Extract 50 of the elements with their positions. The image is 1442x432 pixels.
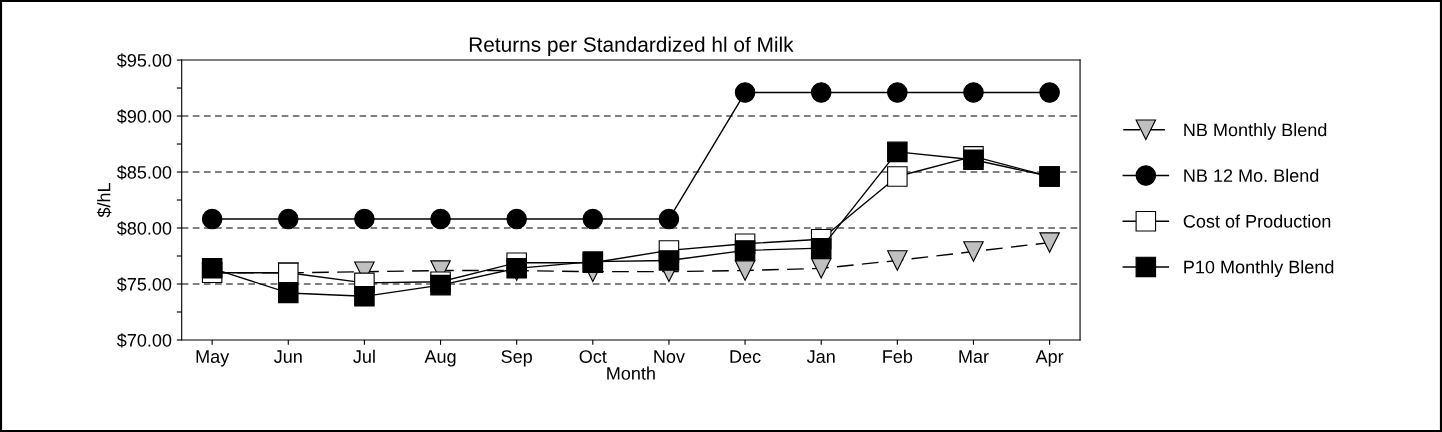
point bbox=[658, 250, 680, 271]
y-tick-label: $90.00 bbox=[116, 109, 172, 124]
x-tick-label: Sep bbox=[501, 350, 532, 367]
y-tick-label: $70.00 bbox=[116, 333, 172, 348]
x-tick-label: Dec bbox=[730, 350, 761, 363]
legend-label: P10 Monthly Blend bbox=[1184, 260, 1334, 278]
legend-label: NB Monthly Blend bbox=[1184, 123, 1327, 140]
point bbox=[963, 82, 984, 103]
point bbox=[734, 82, 756, 103]
point bbox=[201, 258, 223, 279]
point bbox=[506, 208, 527, 230]
point bbox=[201, 208, 223, 230]
point bbox=[354, 286, 375, 307]
x-tick-label: Jul bbox=[353, 349, 375, 363]
y-tick-label: $75.00 bbox=[116, 277, 172, 292]
point bbox=[887, 250, 908, 271]
point bbox=[278, 282, 299, 304]
point bbox=[810, 258, 832, 279]
x-tick-label: Jun bbox=[274, 350, 302, 363]
point bbox=[354, 208, 375, 230]
x-tick-label: Aug bbox=[424, 350, 456, 367]
point bbox=[430, 208, 451, 230]
y-tick-label: $95.00 bbox=[116, 53, 172, 68]
point bbox=[734, 260, 756, 281]
x-axis-title: Month bbox=[607, 366, 655, 380]
x-tick-label: May bbox=[196, 350, 230, 367]
point bbox=[810, 82, 832, 103]
point bbox=[1039, 232, 1060, 253]
x-tick-label: Mar bbox=[959, 350, 989, 363]
point bbox=[887, 166, 908, 187]
x-tick-label: Oct bbox=[579, 350, 607, 363]
point bbox=[887, 82, 908, 103]
x-tick-label: Apr bbox=[1035, 350, 1064, 367]
point bbox=[810, 237, 832, 259]
legend-label: NB 12 Mo. Blend bbox=[1184, 168, 1319, 182]
point bbox=[734, 240, 756, 261]
point bbox=[582, 208, 604, 230]
y-axis-title: $/hL bbox=[96, 183, 112, 218]
y-tick-label: $80.00 bbox=[116, 221, 172, 236]
point bbox=[963, 241, 984, 262]
legend-label: Cost of Production bbox=[1183, 214, 1331, 228]
point bbox=[278, 208, 299, 230]
point bbox=[1039, 82, 1060, 103]
x-tick-label: Feb bbox=[883, 349, 913, 363]
chart-title: Returns per Standardized hl of Milk bbox=[469, 36, 794, 57]
y-tick-label: $85.00 bbox=[116, 165, 172, 180]
x-tick-label: Nov bbox=[654, 350, 685, 363]
point bbox=[887, 141, 908, 163]
point bbox=[658, 208, 680, 230]
x-tick-label: Jan bbox=[806, 350, 835, 363]
